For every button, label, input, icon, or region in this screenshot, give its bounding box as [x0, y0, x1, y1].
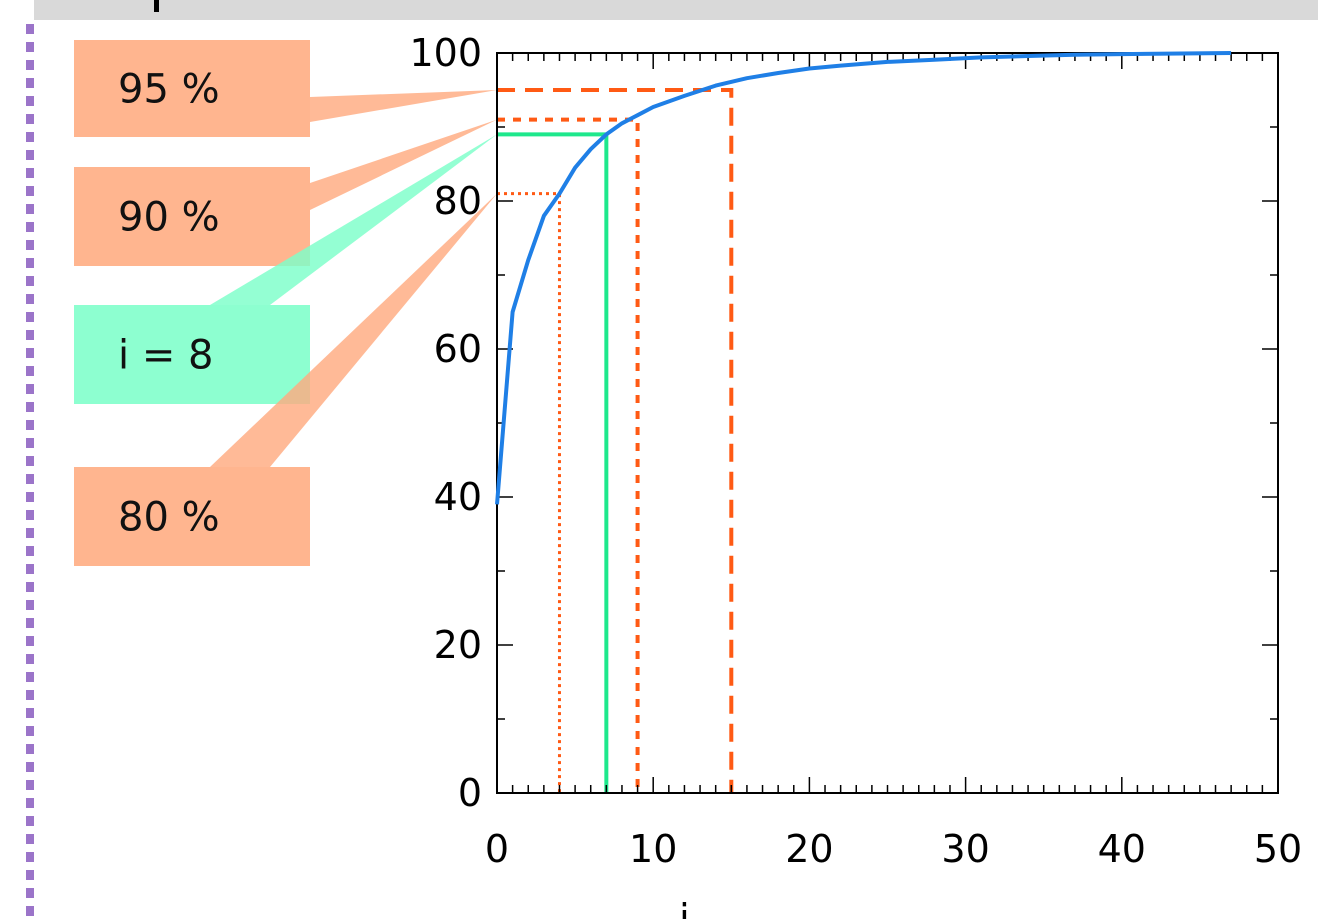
x-tick-label: 30 [941, 827, 989, 871]
callout-box [74, 305, 310, 404]
callout-layer: 95 % 90 % i = 8 80 % [74, 40, 497, 566]
x-tick-label: 20 [785, 827, 833, 871]
callout-pointer [310, 119, 497, 210]
x-axis-label: i [679, 896, 690, 919]
x-tick-label: 40 [1098, 827, 1146, 871]
callout-label: 90 % [118, 195, 220, 241]
reference-line-layer [497, 88, 734, 793]
tick-label-layer: 0 10 20 30 40 50 0 20 40 60 80 100 i [409, 31, 1302, 919]
y-tick-label: 40 [434, 475, 482, 519]
callout-pointer [210, 193, 497, 467]
dotted-left-border [26, 24, 34, 919]
series-line [495, 51, 1232, 505]
reference-line [497, 192, 561, 793]
reference-line [497, 117, 640, 793]
series-layer [495, 51, 1232, 505]
plot-frame-layer [496, 52, 1279, 794]
x-tick-label: 50 [1254, 827, 1302, 871]
y-tick-label: 20 [434, 623, 482, 667]
y-tick-label: 80 [434, 179, 482, 223]
plot-frame [496, 52, 1279, 794]
y-tick-label: 0 [458, 771, 482, 815]
callout-box [74, 40, 310, 137]
x-tick-label: 10 [629, 827, 677, 871]
header-glyph-fragment [154, 0, 159, 12]
reference-line [497, 132, 609, 793]
callout-label: i = 8 [118, 333, 214, 379]
header-band [34, 0, 1318, 20]
callout-pointer [210, 134, 497, 305]
x-tick-label: 0 [485, 827, 509, 871]
callout-box [74, 167, 310, 266]
y-tick-label: 60 [434, 327, 482, 371]
callout-box [74, 467, 310, 566]
y-tick-label: 100 [409, 31, 482, 75]
callout-label: 95 % [118, 67, 220, 113]
callout-pointer [310, 90, 497, 122]
callout-label: 80 % [118, 495, 220, 541]
reference-line [497, 88, 734, 793]
